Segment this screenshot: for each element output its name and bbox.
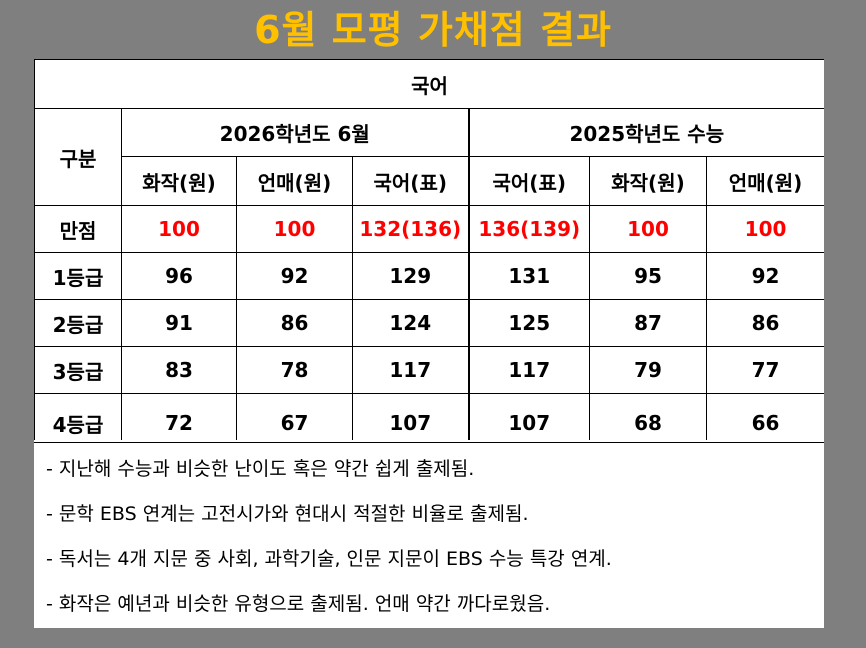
results-panel: 국어 구분 2026학년도 6월 2025학년도 수능 화작(원) 언매(원) … <box>34 59 824 628</box>
column-header: 언매(원) <box>236 156 353 206</box>
cell-text: 72 <box>165 411 193 435</box>
row-label-text: 4등급 <box>52 412 104 437</box>
max-score-cell: 100 <box>705 205 824 253</box>
table-cell: 87 <box>589 299 707 347</box>
table-cell: 77 <box>705 346 824 394</box>
table-cell: 92 <box>236 252 353 300</box>
row-label: 만점 <box>34 205 122 253</box>
cell-text: 66 <box>751 411 780 435</box>
table-cell: 117 <box>467 346 590 394</box>
row-label: 2등급 <box>34 299 122 347</box>
table-cell: 95 <box>589 252 707 300</box>
table-cell: 66 <box>705 393 824 440</box>
table-cell: 131 <box>467 252 590 300</box>
table-cell: 79 <box>589 346 707 394</box>
table-cell: 117 <box>352 346 469 394</box>
max-score-cell: 100 <box>589 205 707 253</box>
table-cell: 96 <box>121 252 237 300</box>
table-row-grade-3: 3등급 83 78 117 117 79 77 <box>34 346 824 394</box>
row-header: 구분 <box>34 108 122 206</box>
table-cell: 67 <box>236 393 353 440</box>
table-cell: 83 <box>121 346 237 394</box>
note-item: - 문학 EBS 연계는 고전시가와 현대시 적절한 비율로 출제됨. <box>46 503 529 525</box>
cell-text: 107 <box>389 411 432 435</box>
table-cell: 86 <box>236 299 353 347</box>
exam-2025-header: 2025학년도 수능 <box>467 108 824 157</box>
notes-list: - 지난해 수능과 비슷한 난이도 혹은 약간 쉽게 출제됨. - 문학 EBS… <box>34 442 824 627</box>
table-cell: 125 <box>467 299 590 347</box>
column-header: 국어(표) <box>467 156 590 206</box>
table-cell: 129 <box>352 252 469 300</box>
table-row-grade-4: 4등급 72 67 107 107 68 66 <box>34 393 824 440</box>
max-score-cell: 100 <box>121 205 237 253</box>
column-header: 화작(원) <box>121 156 237 206</box>
note-item: - 지난해 수능과 비슷한 난이도 혹은 약간 쉽게 출제됨. <box>46 458 475 480</box>
page-title: 6월 모평 가채점 결과 <box>254 8 612 52</box>
cell-text: 68 <box>634 411 662 435</box>
cell-text: 67 <box>280 411 309 435</box>
table-cell: 68 <box>589 393 707 440</box>
table-cell: 107 <box>467 393 590 440</box>
table-cell: 107 <box>352 393 469 440</box>
note-item: - 화작은 예년과 비슷한 유형으로 출제됨. 언매 약간 까다로웠음. <box>46 593 551 615</box>
row-label: 4등급 <box>34 393 122 440</box>
table-row-max-score: 만점 100 100 132(136) 136(139) 100 100 <box>34 205 824 253</box>
table-cell: 72 <box>121 393 237 440</box>
table-cell: 124 <box>352 299 469 347</box>
max-score-cell: 132(136) <box>352 205 469 253</box>
table-cell: 91 <box>121 299 237 347</box>
column-header: 언매(원) <box>705 156 824 206</box>
row-label: 1등급 <box>34 252 122 300</box>
table-row-grade-1: 1등급 96 92 129 131 95 92 <box>34 252 824 300</box>
score-table: 국어 구분 2026학년도 6월 2025학년도 수능 화작(원) 언매(원) … <box>34 59 824 440</box>
table-cell: 92 <box>705 252 824 300</box>
column-header: 국어(표) <box>352 156 469 206</box>
note-item: - 독서는 4개 지문 중 사회, 과학기술, 인문 지문이 EBS 수능 특강… <box>46 548 612 570</box>
max-score-cell: 100 <box>236 205 353 253</box>
cell-text: 107 <box>508 411 551 435</box>
table-cell: 86 <box>705 299 824 347</box>
subject-header: 국어 <box>34 59 824 109</box>
table-row-grade-2: 2등급 91 86 124 125 87 86 <box>34 299 824 347</box>
row-label: 3등급 <box>34 346 122 394</box>
exam-2026-header: 2026학년도 6월 <box>121 108 469 157</box>
table-cell: 78 <box>236 346 353 394</box>
max-score-cell: 136(139) <box>467 205 590 253</box>
column-header: 화작(원) <box>589 156 707 206</box>
